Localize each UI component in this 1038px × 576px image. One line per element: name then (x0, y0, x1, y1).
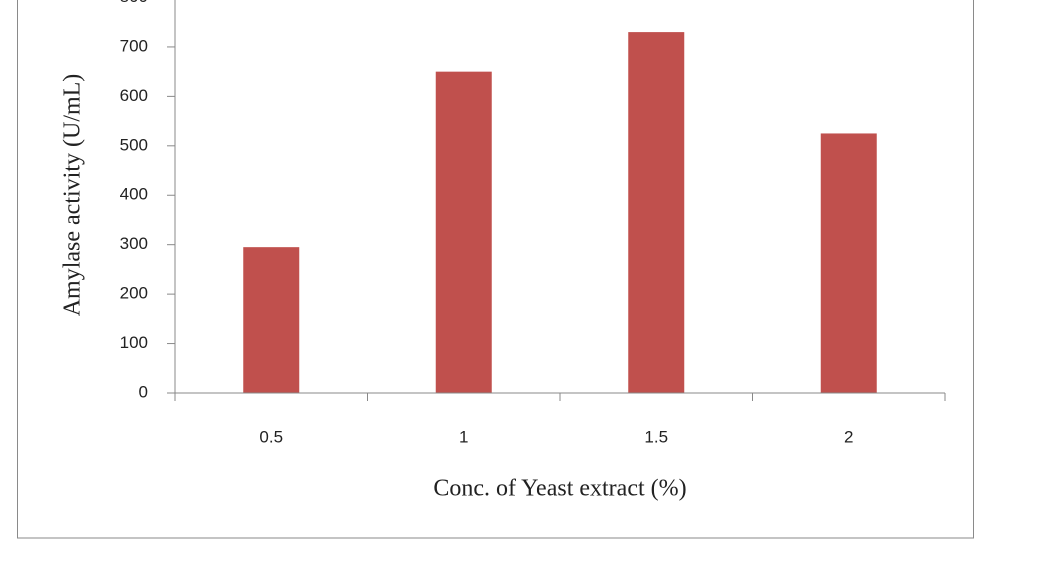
y-tick-label: 400 (120, 185, 148, 204)
bar (435, 71, 492, 393)
y-tick-label: 700 (120, 36, 148, 55)
y-tick-label: 600 (120, 86, 148, 105)
bar (820, 133, 877, 393)
y-tick-label: 100 (120, 333, 148, 352)
y-tick-label: 200 (120, 284, 148, 303)
y-tick-label: 800 (120, 0, 148, 6)
y-tick-label: 500 (120, 135, 148, 154)
y-tick-label: 300 (120, 234, 148, 253)
x-axis-label: Conc. of Yeast extract (%) (433, 476, 686, 502)
x-tick-label: 2 (844, 427, 853, 446)
bar (628, 32, 685, 393)
y-axis-label: Amylase activity (U/mL) (60, 74, 86, 317)
chart-frame (17, 0, 974, 539)
bar (243, 247, 300, 393)
x-tick-label: 0.5 (259, 427, 283, 446)
x-tick-label: 1.5 (644, 427, 668, 446)
x-tick-label: 1 (459, 427, 468, 446)
y-tick-label: 0 (139, 382, 148, 401)
